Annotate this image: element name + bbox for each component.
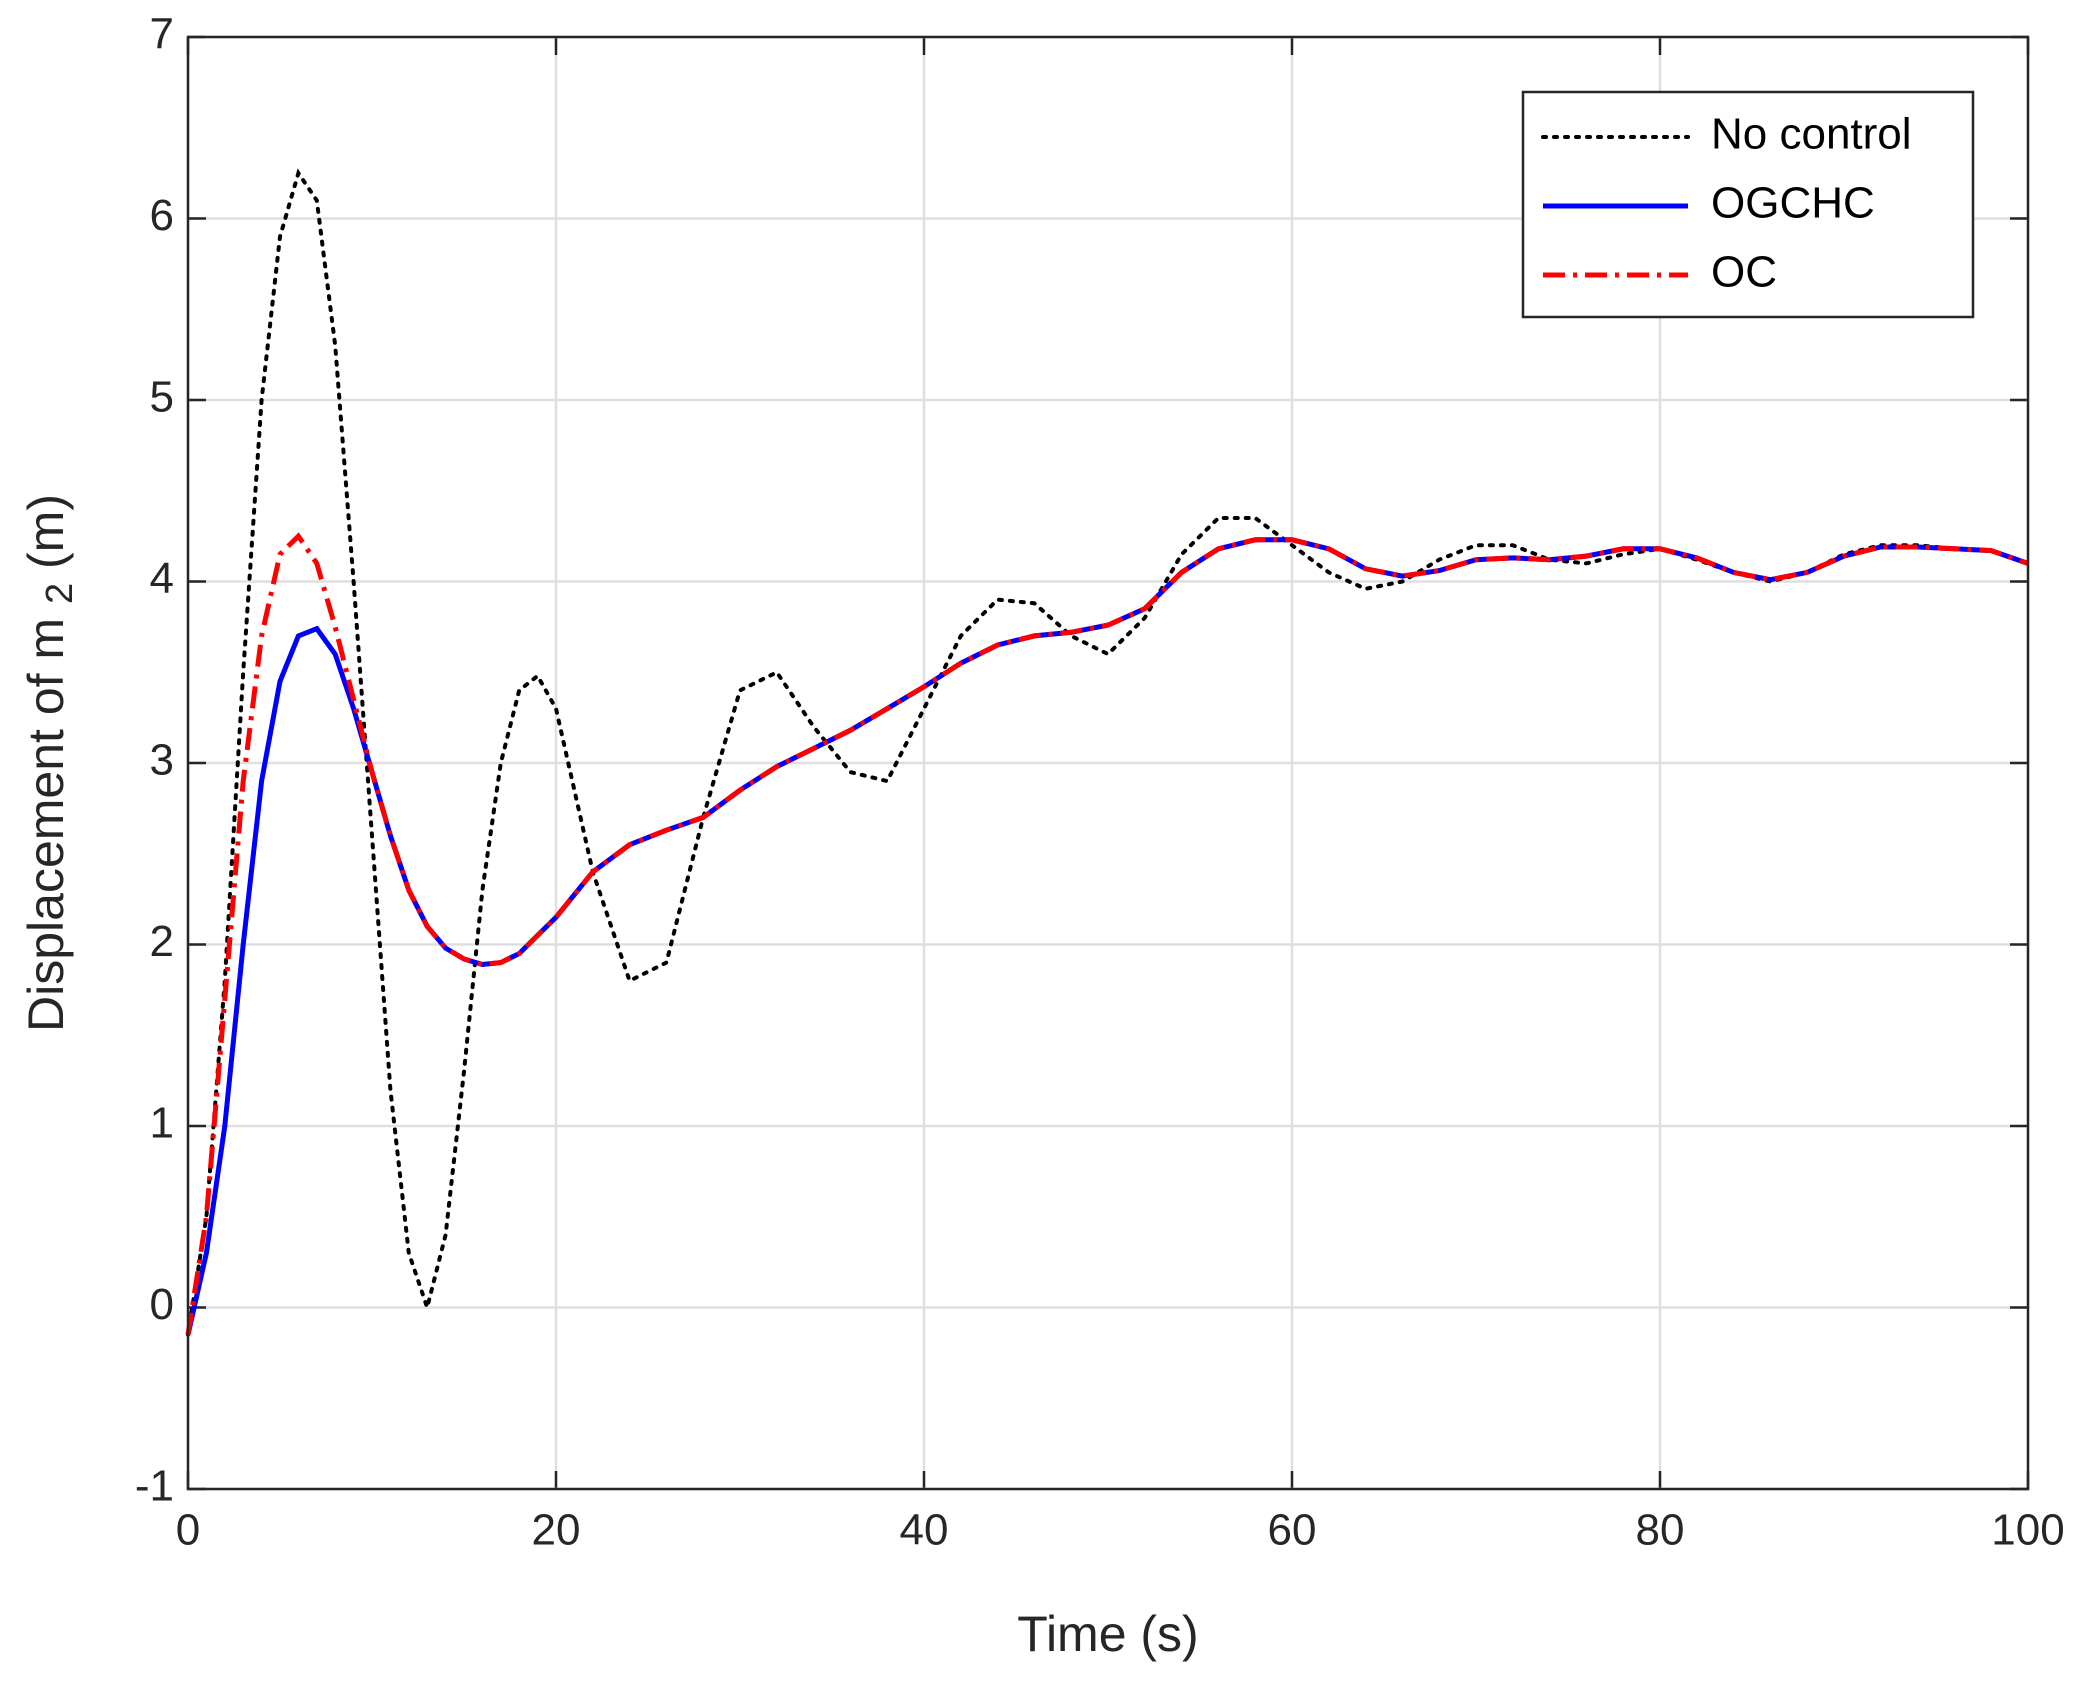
y-tick-label: 5: [150, 373, 174, 422]
y-tick-label: 4: [150, 554, 174, 603]
legend-label: OC: [1711, 248, 1777, 297]
x-axis-label: Time (s): [1017, 1606, 1198, 1662]
y-tick-label: -1: [135, 1462, 174, 1511]
x-tick-label: 20: [532, 1506, 581, 1555]
y-label-unit: (m): [18, 494, 74, 569]
y-axis-label-group: Displacement of m 2 (m): [18, 494, 86, 1032]
y-tick-label: 1: [150, 1099, 174, 1148]
y-tick-label: 2: [150, 917, 174, 966]
x-tick-label: 100: [1991, 1506, 2064, 1555]
x-tick-label: 80: [1636, 1506, 1685, 1555]
y-tick-label: 7: [150, 10, 174, 59]
y-tick-label: 0: [150, 1280, 174, 1329]
axes-box: [186, 35, 2030, 1491]
y-axis-label: Displacement of m 2 (m): [18, 494, 86, 1032]
y-label-subscript: 2: [39, 583, 81, 604]
legend-label: No control: [1711, 110, 1912, 159]
y-tick-label: 6: [150, 191, 174, 240]
x-tick-label: 60: [1268, 1506, 1317, 1555]
y-label-main: Displacement of m: [18, 618, 74, 1032]
legend-label: OGCHC: [1711, 179, 1875, 228]
y-tick-label: 3: [150, 736, 174, 785]
x-tick-label: 0: [176, 1506, 200, 1555]
series-line: [185, 532, 2029, 1336]
x-tick-label: 40: [900, 1506, 949, 1555]
